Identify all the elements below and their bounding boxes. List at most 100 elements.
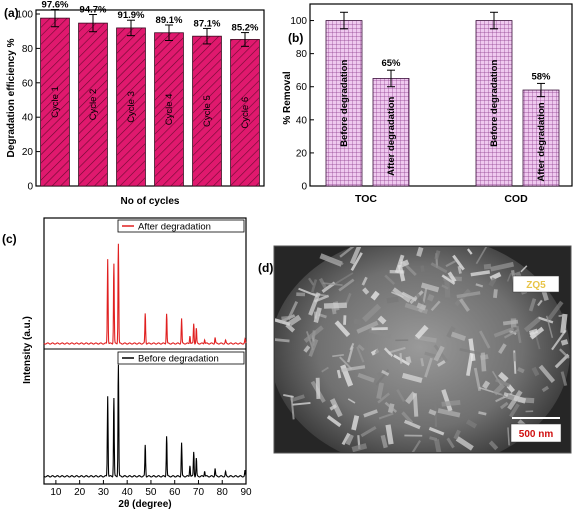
sem-flake	[525, 410, 534, 413]
y-tick-label-b: 60	[296, 82, 308, 93]
sem-flake	[311, 279, 318, 293]
panel-label-d: (d)	[258, 261, 273, 275]
sem-flake	[392, 287, 411, 303]
y-tick-label-a: 40	[22, 113, 34, 124]
panel-label-b: (b)	[288, 31, 303, 45]
sem-flake	[424, 357, 433, 378]
sem-flake	[513, 352, 517, 362]
sem-flake	[275, 337, 290, 343]
sem-flake	[427, 293, 435, 302]
sem-flake	[347, 398, 356, 404]
sem-flake	[416, 302, 427, 311]
sem-flake	[315, 377, 321, 399]
sem-flake	[420, 265, 425, 272]
sem-flake	[362, 287, 370, 295]
sem-flake	[506, 272, 512, 282]
data-label: 97.6%	[42, 0, 69, 11]
x-tick-label-c: 30	[98, 487, 110, 498]
sem-flake	[434, 438, 443, 452]
sem-flake	[498, 371, 509, 383]
x-tick-label-c: 50	[145, 487, 157, 498]
sem-flake	[420, 282, 440, 293]
sem-flake	[498, 392, 509, 399]
category-label: COD	[504, 193, 528, 205]
sem-flake	[528, 328, 539, 336]
sem-flake	[517, 367, 525, 374]
sem-flake	[447, 271, 457, 283]
plot-frame-b	[309, 3, 573, 187]
y-axis-label-c: Intensity (a.u.)	[22, 316, 33, 384]
sem-flake	[388, 346, 406, 354]
sem-flake	[470, 270, 491, 277]
sem-flake	[468, 338, 476, 362]
sem-flake	[560, 339, 569, 346]
sem-flake	[298, 287, 318, 298]
sem-flake	[492, 383, 505, 396]
sem-flake	[441, 399, 461, 407]
chart-panel-a: (a) 0 20 40 60 80 100 97.6% Cycle 1 94.7% Cycle …	[4, 0, 265, 207]
sem-flake	[404, 419, 421, 430]
sem-flake	[475, 247, 489, 265]
sem-flake	[339, 356, 353, 370]
sem-flake	[377, 315, 387, 325]
sem-flake	[356, 346, 365, 363]
sem-flake	[386, 296, 399, 304]
sem-micrograph	[275, 247, 570, 452]
x-tick-label-c: 70	[193, 487, 205, 498]
x-tick-label-c: 40	[122, 487, 134, 498]
sem-flake	[288, 314, 302, 326]
bar-category-label: Cycle 4	[164, 94, 175, 126]
sem-flake	[441, 389, 453, 412]
x-tick-label-c: 20	[74, 487, 86, 498]
sem-flake	[341, 432, 351, 446]
sem-flake	[308, 292, 321, 316]
sem-flake	[502, 319, 519, 326]
sem-flake	[495, 378, 511, 388]
sem-flake	[446, 326, 456, 339]
sem-flake	[349, 342, 355, 351]
y-tick-label-a: 0	[27, 182, 33, 193]
legend-entry: After degradation	[138, 222, 211, 233]
sem-flake	[479, 330, 491, 349]
sem-flake	[559, 348, 570, 359]
sem-flake	[339, 247, 355, 258]
sem-flake	[459, 347, 482, 356]
sem-flake	[503, 328, 520, 339]
sem-flake	[466, 248, 473, 255]
sem-flake	[446, 437, 455, 449]
sem-flake	[528, 298, 537, 312]
y-tick-label-a: 60	[22, 78, 34, 89]
sem-flake	[475, 283, 484, 288]
sem-flake	[344, 292, 352, 306]
y-tick-label-a: 100	[16, 10, 33, 21]
xrd-trace	[43, 243, 247, 345]
sem-flake	[395, 339, 409, 342]
sem-flake	[478, 411, 487, 416]
sem-flake	[296, 292, 306, 297]
data-label: 85.2%	[232, 23, 259, 34]
sem-flake	[350, 252, 363, 271]
bar-category-label: Cycle 3	[126, 91, 137, 123]
bar-series-label: After degradation	[536, 102, 547, 181]
sem-flake	[558, 314, 566, 318]
data-label: 65%	[381, 58, 401, 69]
data-label: 58%	[531, 71, 551, 82]
bar	[475, 20, 513, 187]
sem-flake	[560, 371, 568, 386]
sem-flake	[516, 325, 522, 344]
sem-flake	[384, 274, 396, 285]
sem-flake	[311, 330, 316, 346]
sem-flake	[531, 366, 540, 377]
sem-flake	[345, 434, 354, 446]
sem-flake	[420, 357, 425, 367]
sem-flake	[385, 424, 394, 445]
legend-box	[117, 219, 245, 233]
sem-flake	[433, 345, 445, 362]
xrd-trace	[43, 364, 247, 478]
bar	[325, 20, 363, 187]
sem-flake	[290, 395, 295, 420]
sem-flake	[453, 429, 461, 440]
bar-series-label: Before degradation	[339, 60, 350, 147]
category-label: TOC	[355, 193, 377, 205]
sample-label: ZQ5	[526, 280, 546, 291]
